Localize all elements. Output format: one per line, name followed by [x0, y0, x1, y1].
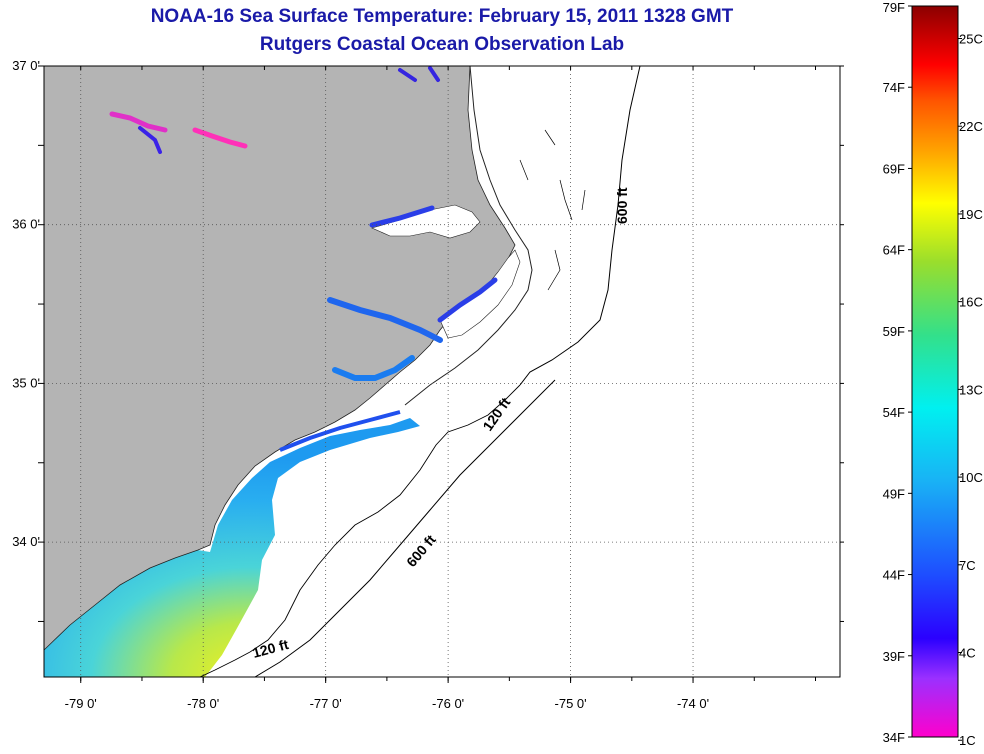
sound-sst-fringe [369, 205, 498, 323]
inland-lake-2 [192, 127, 248, 149]
colorbar [911, 5, 959, 738]
colorbar-c-label: 19C [959, 207, 983, 222]
colorbar-f-label: 44F [883, 568, 905, 583]
neuse-river-sst [332, 355, 415, 381]
pamlico-river-sst [327, 297, 443, 343]
colorbar-labels: 79F 74F 69F 64F 59F 54F 49F 44F 39F 34F 25C 22C 19C 1… [883, 0, 983, 748]
land-mass [44, 66, 516, 651]
lon-tick-label: -75 0' [555, 696, 587, 711]
colorbar-c-label: 4C [959, 646, 976, 661]
contour-600ft-north [519, 66, 641, 386]
colorbar-f-label: 49F [883, 486, 905, 501]
inland-lake-1-blue [138, 126, 162, 154]
virginia-rivers [398, 66, 440, 82]
lon-tick-label: -76 0' [432, 696, 464, 711]
lon-tick-label: -74 0' [677, 696, 709, 711]
outer-banks [404, 66, 533, 406]
colorbar-c-label: 1C [959, 733, 976, 748]
lat-tick-label: 36 0' [12, 217, 40, 232]
map-subtitle: Rutgers Coastal Ocean Observation Lab [259, 34, 625, 55]
colorbar-c-label: 25C [959, 31, 983, 46]
coastal-fringe-sst [279, 410, 401, 452]
grid-lines [44, 66, 840, 677]
contour-120ft-south [199, 651, 251, 677]
lat-tick-label: 37 0' [12, 58, 40, 73]
lon-tick-label: -77 0' [310, 696, 342, 711]
colorbar-c-label: 7C [959, 558, 976, 573]
colorbar-f-label: 64F [883, 243, 905, 258]
colorbar-f-label: 59F [883, 324, 905, 339]
colorbar-f-label: 54F [883, 405, 905, 420]
lat-tick-label: 35 0' [12, 375, 40, 390]
contour-600ft-south [254, 379, 556, 677]
colorbar-c-label: 16C [959, 295, 983, 310]
lon-tick-label: -79 0' [65, 696, 97, 711]
inland-lake-1 [109, 111, 168, 133]
colorbar-c-label: 13C [959, 382, 983, 397]
colorbar-f-label: 74F [883, 80, 905, 95]
map-axes: -79 0' -78 0' -77 0' -76 0' -75 0' -74 0' 37 0… [12, 58, 844, 711]
colorbar-f-label: 34F [883, 730, 905, 745]
colorbar-f-label: 79F [883, 0, 905, 15]
map-frame [43, 65, 841, 678]
contour-label-600ft-north: 600 ft [614, 187, 630, 224]
map-title: NOAA-16 Sea Surface Temperature: Februar… [150, 6, 734, 27]
colorbar-c-label: 22C [959, 119, 983, 134]
contour-shelf-fragments [519, 129, 586, 291]
lon-tick-label: -78 0' [187, 696, 219, 711]
colorbar-f-label: 69F [883, 161, 905, 176]
lat-tick-label: 34 0' [12, 534, 40, 549]
contour-120ft-mid [249, 384, 521, 653]
colorbar-c-label: 10C [959, 470, 983, 485]
sst-data-patch [44, 418, 420, 677]
colorbar-f-label: 39F [883, 649, 905, 664]
